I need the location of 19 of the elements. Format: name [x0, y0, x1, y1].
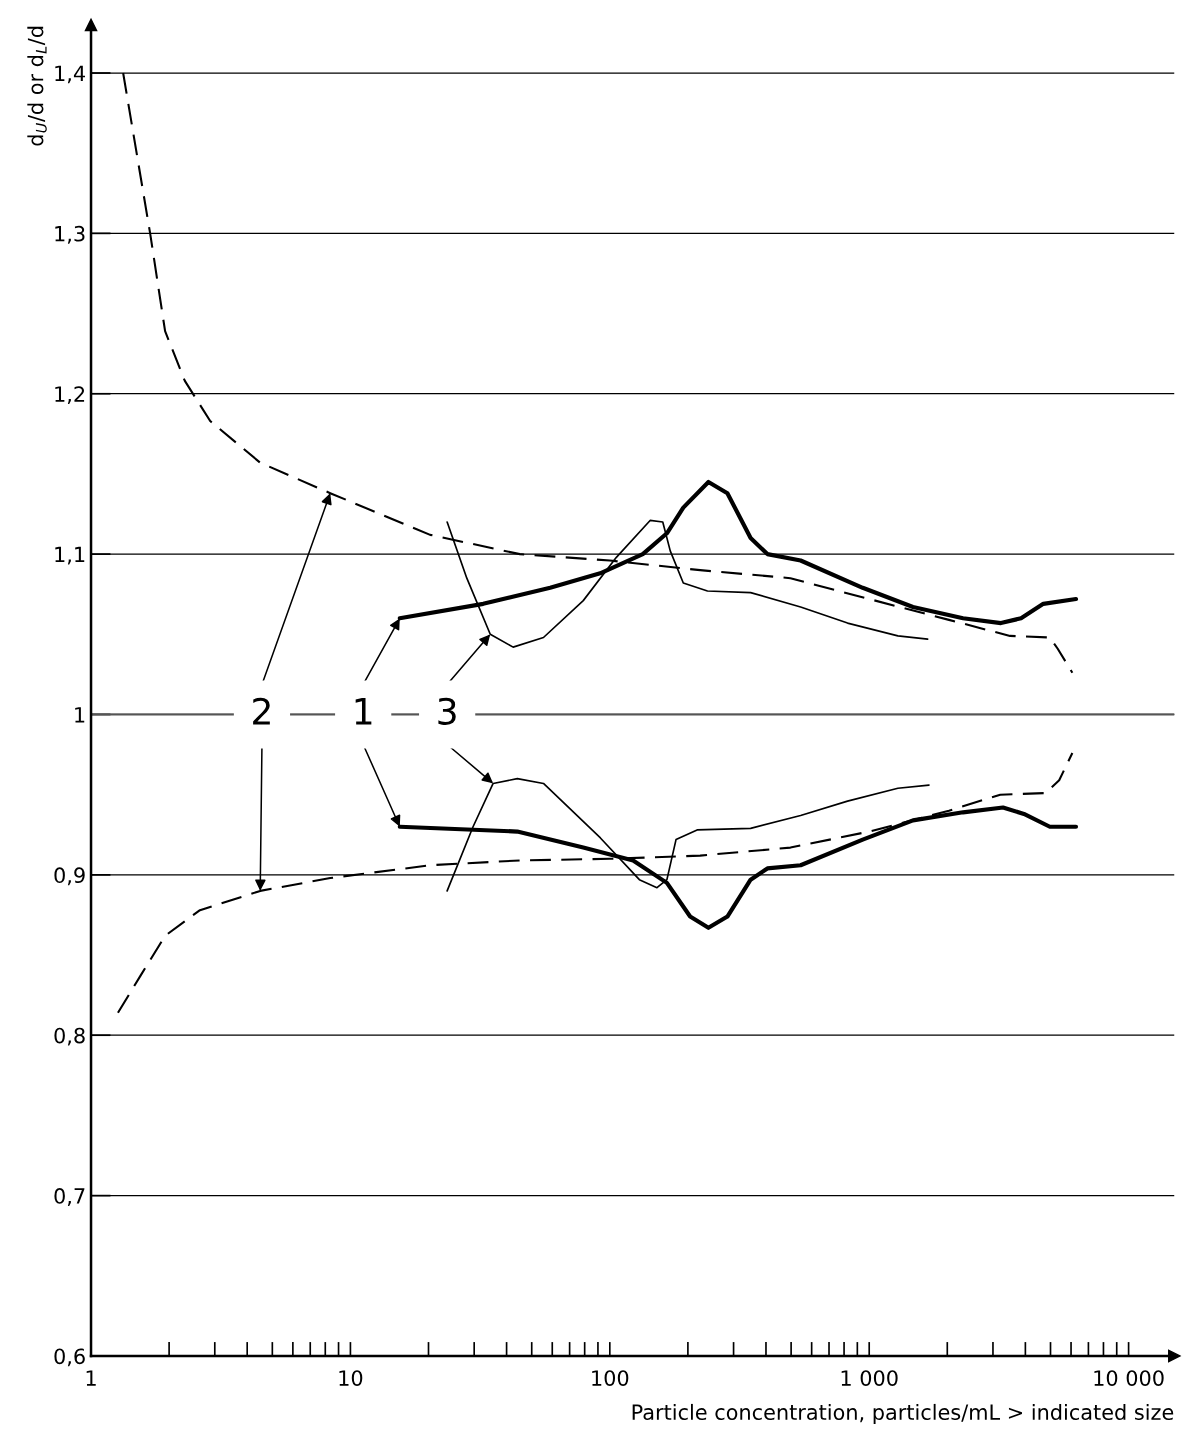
y-tick-label: 1	[75, 707, 85, 723]
x-tick-label: 1	[86, 1370, 96, 1386]
y-tick-label: 1,2	[55, 386, 85, 405]
annotation: 1	[355, 698, 372, 725]
x-tick-label: 1 000	[841, 1370, 898, 1386]
y-tick-label: 1,4	[55, 65, 85, 84]
x-tick-label: 10	[339, 1370, 363, 1386]
y-tick-label: 0,6	[54, 1348, 85, 1367]
y-tick-label: 1,3	[55, 225, 85, 244]
annotation: 3	[438, 697, 456, 725]
y-axis-title: d$_{U}$/d or d$_{L}$/d	[27, 26, 47, 146]
annotation: 2	[253, 697, 270, 725]
y-tick-label: 0,8	[54, 1027, 85, 1046]
x-axis-title: Particle concentration, particles/mL > indicated size	[632, 1403, 1174, 1425]
y-tick-label: 0,9	[54, 867, 85, 886]
x-tick-label: 100	[592, 1370, 629, 1386]
y-tick-label: 0,7	[54, 1188, 85, 1206]
x-tick-label: 10 000	[1094, 1370, 1164, 1386]
y-tick-label: 1,1	[55, 546, 85, 565]
